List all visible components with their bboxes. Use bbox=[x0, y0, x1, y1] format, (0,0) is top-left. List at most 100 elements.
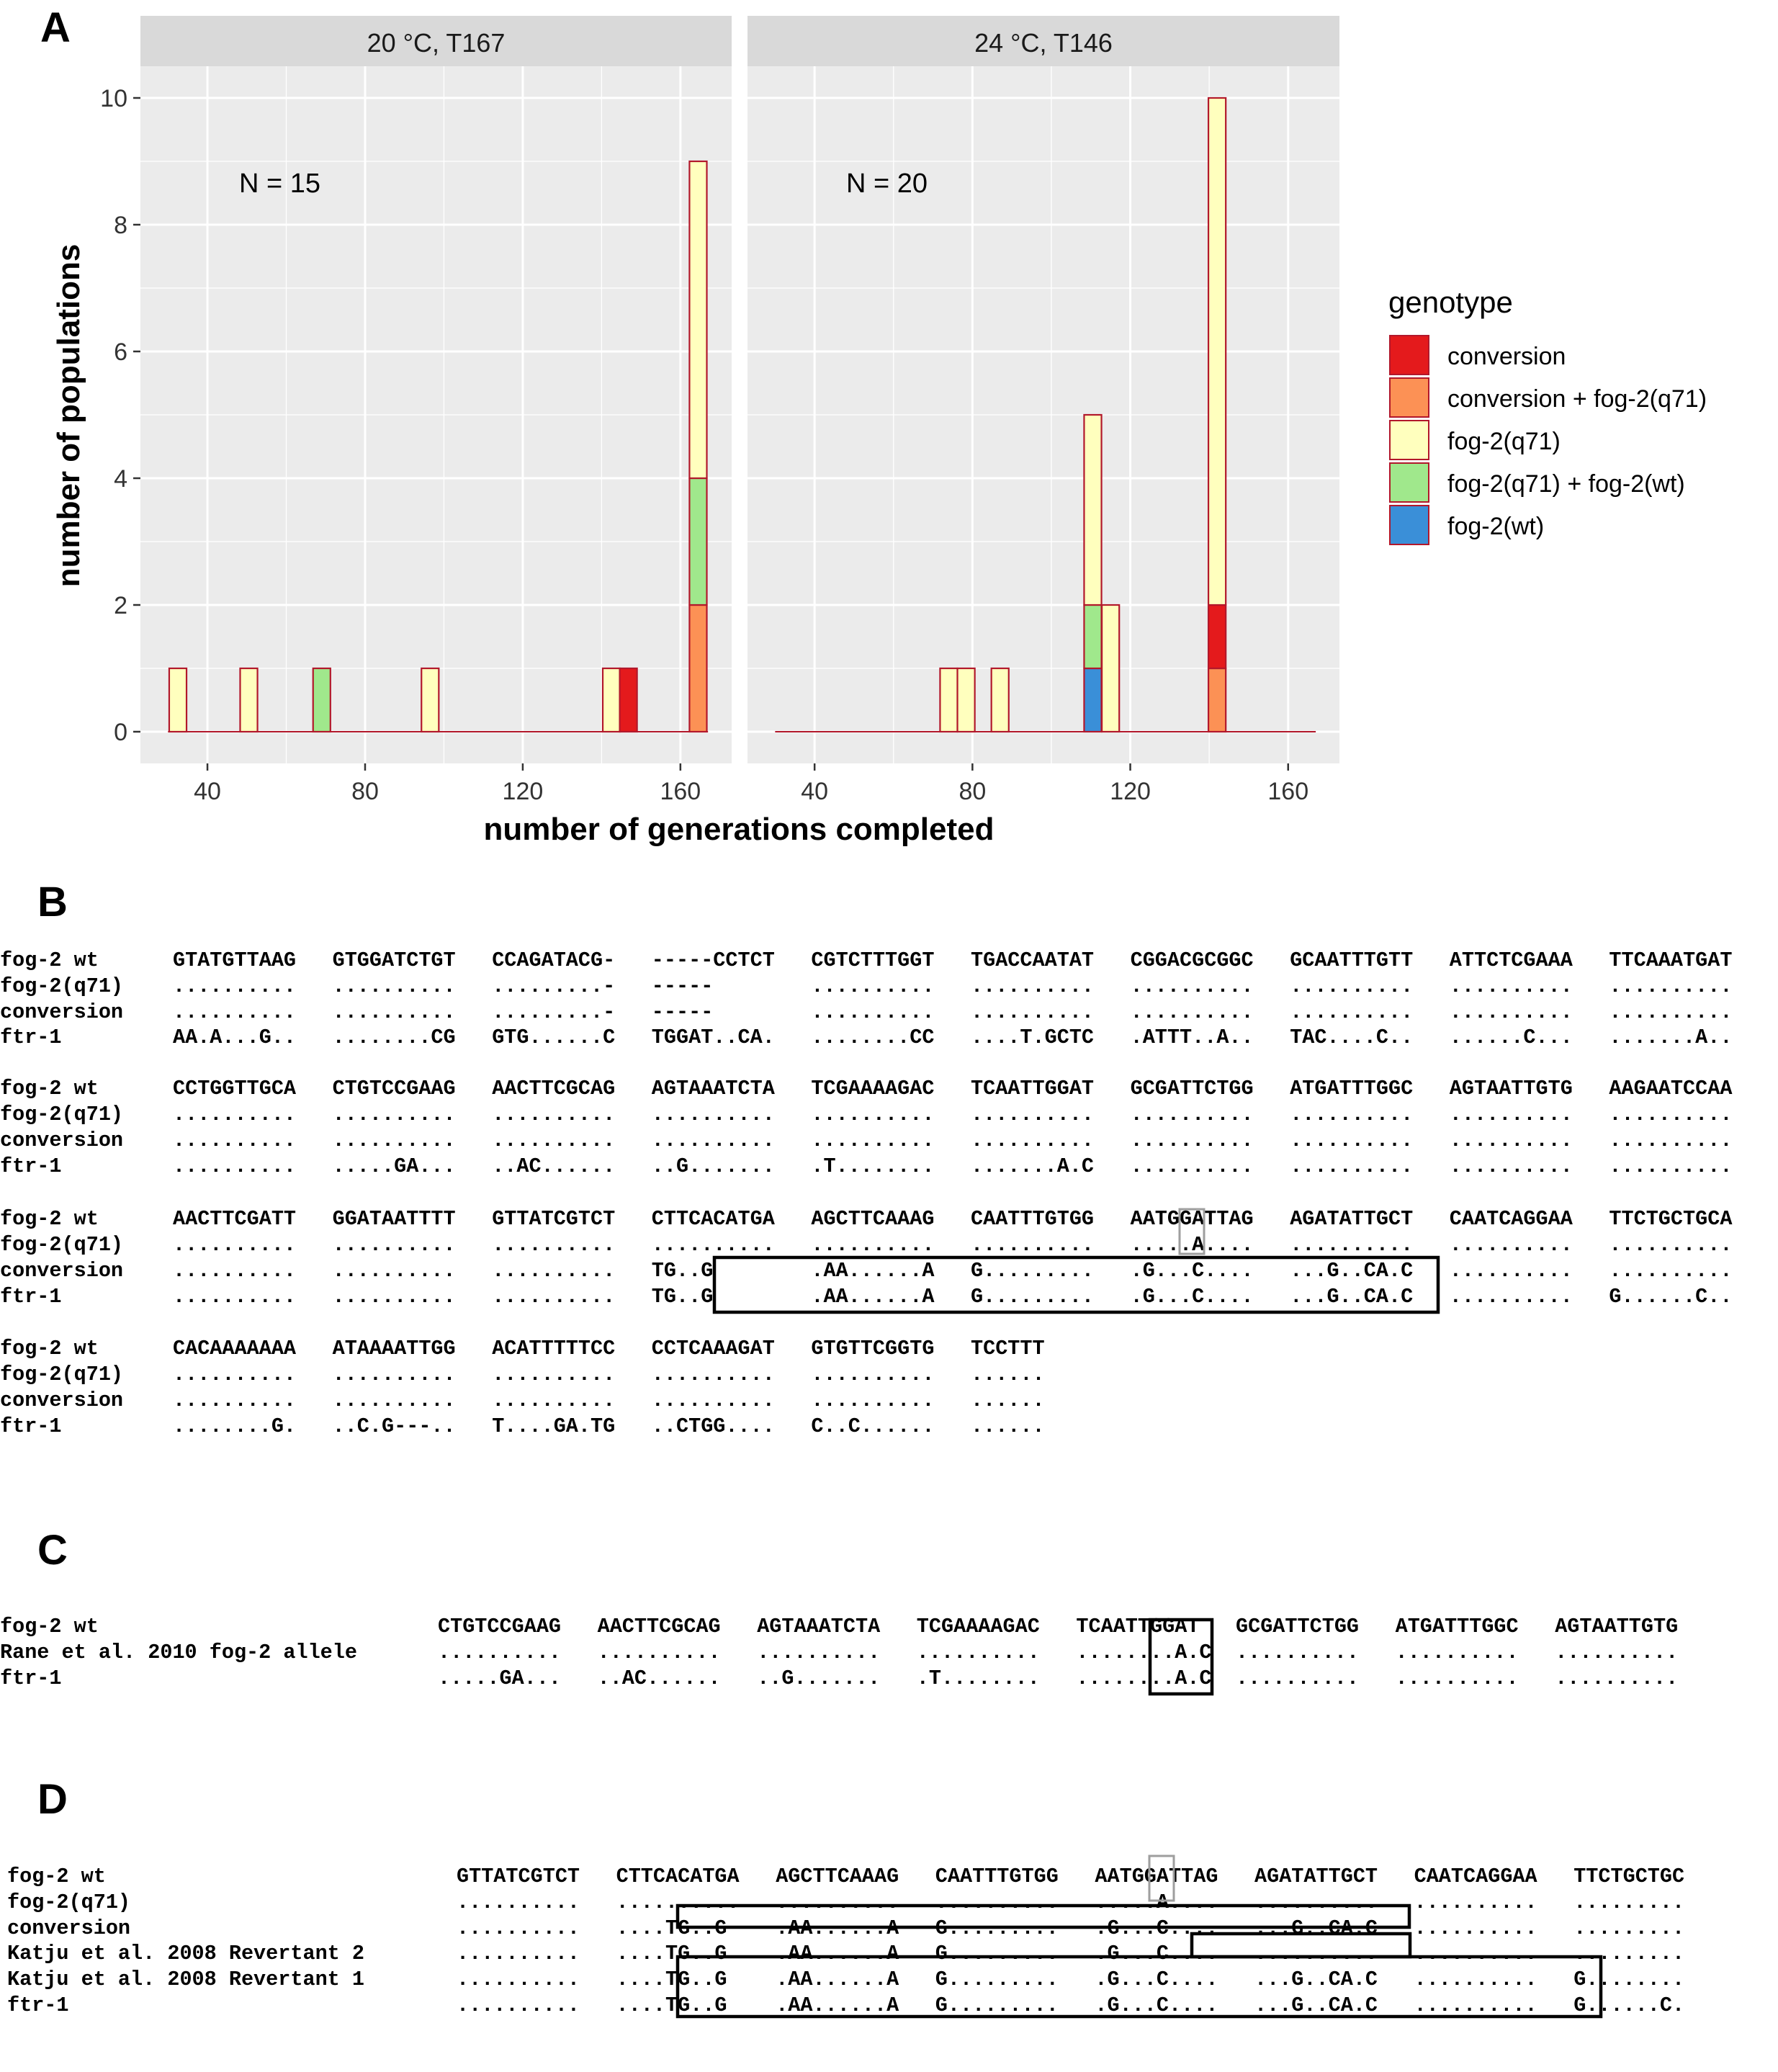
sequence-block: ....TG..G bbox=[616, 1968, 727, 1991]
sequence-block: .ATTT..A.. bbox=[1131, 1026, 1254, 1049]
sequence-block: ......... bbox=[1573, 1891, 1684, 1914]
sequence-block: ...... bbox=[971, 1389, 1045, 1412]
sequence-block: CTGTCCGAAG bbox=[438, 1615, 561, 1638]
sequence-block: TGGAT..CA. bbox=[652, 1026, 775, 1049]
legend-swatch bbox=[1389, 420, 1429, 460]
sequence-block: ...G..CA.C bbox=[1290, 1259, 1413, 1283]
sequence-block: .......... bbox=[333, 1259, 456, 1283]
sequence-block: .......... bbox=[1609, 974, 1732, 998]
facet-strip bbox=[140, 16, 732, 66]
sequence-block: .......... bbox=[1131, 1129, 1254, 1152]
sequence-block: GTTATCGTCT bbox=[492, 1207, 615, 1231]
sequence-block: AAGAATCCAA bbox=[1609, 1077, 1733, 1100]
sequence-block: .......... bbox=[173, 1363, 296, 1386]
legend-label: conversion + fog-2(q71) bbox=[1447, 385, 1707, 413]
sequence-block: .......... bbox=[598, 1641, 721, 1664]
sequence-block: .AA......A bbox=[776, 1942, 899, 1965]
sequence-block: .......A.. bbox=[1609, 1026, 1732, 1049]
sequence-block: AGTAATTGTG bbox=[1555, 1615, 1678, 1638]
sequence-block: .AA......A bbox=[811, 1285, 935, 1309]
panel-b-snp-marker bbox=[1178, 1208, 1205, 1255]
sequence-block: GCAATTTGTT bbox=[1290, 948, 1413, 972]
sequence-block: .......... bbox=[811, 974, 934, 998]
sequence-block: .......... bbox=[438, 1641, 561, 1664]
sequence-block: .......... bbox=[971, 1233, 1094, 1257]
x-tick-label: 80 bbox=[351, 778, 379, 805]
legend-label: fog-2(q71) bbox=[1447, 428, 1561, 455]
histogram-bar-segment bbox=[619, 667, 638, 733]
sequence-block: .G...C.... bbox=[1095, 1942, 1218, 1965]
x-tick-label: 160 bbox=[1267, 778, 1308, 805]
sequence-block: .......... bbox=[1236, 1641, 1359, 1664]
panel-b-row-label: ftr-1 bbox=[0, 1285, 62, 1309]
panel-c-row-label: Rane et al. 2010 fog-2 allele bbox=[0, 1641, 357, 1664]
sequence-block: .......... bbox=[1290, 1000, 1413, 1024]
sequence-block: .......... bbox=[811, 1233, 934, 1257]
x-tick-label: 40 bbox=[801, 778, 828, 805]
y-axis-title: number of populations bbox=[51, 244, 86, 588]
sequence-block: .......... bbox=[457, 1891, 580, 1914]
sequence-block: CTGTCCGAAG bbox=[333, 1077, 456, 1100]
sequence-block: AGCTTCAAAG bbox=[776, 1865, 899, 1888]
sequence-block: ........CG bbox=[333, 1026, 456, 1049]
histogram-bar-segment bbox=[1207, 667, 1227, 733]
chart-legend: genotype conversion conversion + fog-2(q71… bbox=[1388, 285, 1707, 545]
histogram-bar-segment bbox=[421, 667, 440, 733]
sequence-block: .......... bbox=[173, 1154, 296, 1178]
sequence-block: .......... bbox=[173, 1000, 296, 1024]
sequence-block: ........A.C bbox=[1076, 1667, 1211, 1690]
panel-c-snp-box bbox=[1148, 1618, 1214, 1696]
panel-b-row-label: ftr-1 bbox=[0, 1154, 62, 1178]
panel-b-row-label: fog-2 wt bbox=[0, 1337, 99, 1360]
sequence-block: .......... bbox=[1450, 1259, 1573, 1283]
sequence-block: ATGATTTGGC bbox=[1396, 1615, 1519, 1638]
sequence-block: ...G..CA.C bbox=[1254, 1968, 1378, 1991]
panel-d-conversion-box bbox=[675, 1903, 1411, 1929]
histogram-bar-segment bbox=[601, 667, 621, 733]
sequence-block: .......... bbox=[1290, 1129, 1413, 1152]
sequence-block: .......... bbox=[652, 1233, 775, 1257]
sequence-block: ..G....... bbox=[757, 1667, 880, 1690]
sequence-block: AGTAAATCTA bbox=[757, 1615, 881, 1638]
histogram-bar-segment bbox=[939, 667, 958, 733]
sequence-block: GTATGTTAAG bbox=[173, 948, 296, 972]
panel-d-row-label: Katju et al. 2008 Revertant 1 bbox=[7, 1968, 364, 1991]
sequence-block: .......... bbox=[1254, 1891, 1378, 1914]
sequence-block: CCAGATACG- bbox=[492, 948, 615, 972]
panel-d-row-label: fog-2(q71) bbox=[7, 1891, 130, 1914]
sequence-block: .......... bbox=[333, 1103, 456, 1126]
facet-n-label: N = 20 bbox=[846, 169, 928, 199]
facet-n-label: N = 15 bbox=[239, 169, 320, 199]
sequence-block: ----- bbox=[652, 974, 714, 998]
sequence-block: .G...C.... bbox=[1131, 1285, 1254, 1309]
sequence-block: CAATTTGTGG bbox=[935, 1865, 1059, 1888]
sequence-block: ........A.C bbox=[1076, 1641, 1211, 1664]
sequence-block: CTTCACATGA bbox=[616, 1865, 740, 1888]
sequence-block: AACTTCGCAG bbox=[492, 1077, 615, 1100]
panel-b-row-label: ftr-1 bbox=[0, 1414, 62, 1438]
sequence-block: .......... bbox=[652, 1129, 775, 1152]
sequence-block: TCCTTT bbox=[971, 1337, 1045, 1360]
sequence-block: CAATCAGGAA bbox=[1450, 1207, 1573, 1231]
x-tick-label: 120 bbox=[1110, 778, 1151, 805]
panel-b-row-label: fog-2(q71) bbox=[0, 1363, 123, 1386]
sequence-block: .......... bbox=[173, 1389, 296, 1412]
sequence-block: G......... bbox=[935, 1942, 1059, 1965]
sequence-block: ATGATTTGGC bbox=[1290, 1077, 1413, 1100]
panel-b-row-label: ftr-1 bbox=[0, 1026, 62, 1049]
panel-b-row-label: fog-2 wt bbox=[0, 1207, 99, 1231]
panel-b-row-label: conversion bbox=[0, 1129, 123, 1152]
sequence-block: .......... bbox=[971, 1000, 1094, 1024]
sequence-block: GTTATCGTCT bbox=[457, 1865, 580, 1888]
sequence-block: .......... bbox=[333, 974, 456, 998]
panel-d-row-label: Katju et al. 2008 Revertant 2 bbox=[7, 1942, 364, 1965]
panel-b-row-label: fog-2(q71) bbox=[0, 974, 123, 998]
y-tick-label: 8 bbox=[114, 212, 127, 239]
legend-label: fog-2(wt) bbox=[1447, 513, 1544, 540]
sequence-block: G......C. bbox=[1573, 1993, 1684, 2017]
sequence-block: GCGATTCTGG bbox=[1236, 1615, 1359, 1638]
sequence-block: .T........ bbox=[917, 1667, 1040, 1690]
sequence-block: G......... bbox=[971, 1285, 1094, 1309]
y-tick-label: 6 bbox=[114, 338, 127, 366]
